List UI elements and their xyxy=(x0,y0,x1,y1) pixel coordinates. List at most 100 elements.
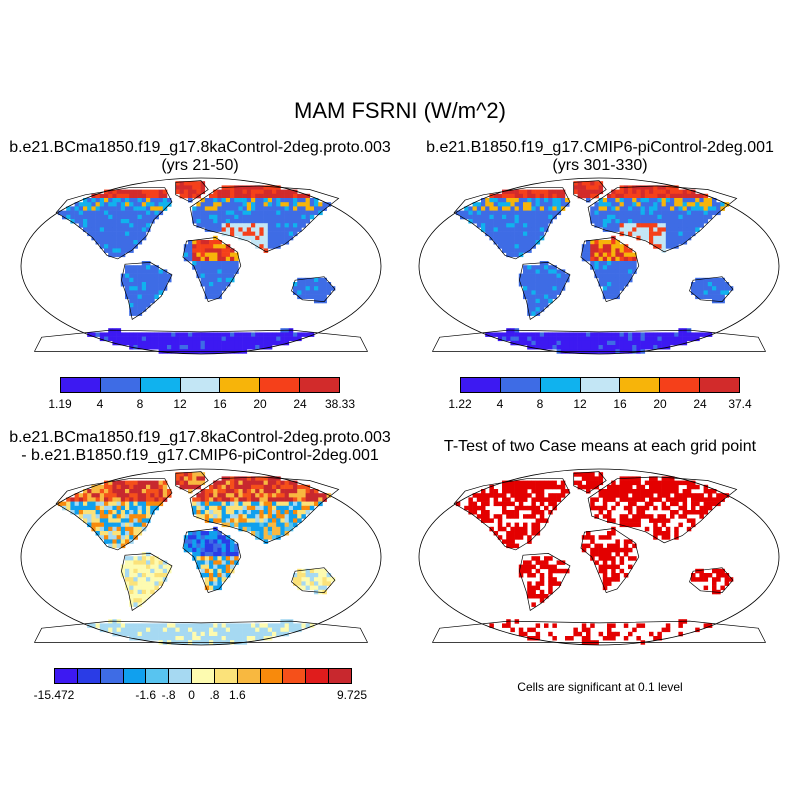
grid-cell xyxy=(238,501,243,507)
grid-cell xyxy=(674,340,679,346)
grid-cell xyxy=(674,189,679,195)
grid-cell xyxy=(611,202,616,207)
grid-cell xyxy=(653,531,658,536)
grid-cell xyxy=(527,585,532,591)
grid-cell xyxy=(497,193,503,199)
grid-cell xyxy=(272,510,277,515)
grid-cell xyxy=(242,636,248,641)
grid-cell xyxy=(510,210,515,216)
grid-cell xyxy=(481,518,486,523)
grid-cell xyxy=(234,185,239,190)
grid-cell xyxy=(640,484,646,490)
grid-cell xyxy=(104,493,109,498)
grid-cell xyxy=(234,518,239,523)
grid-cell xyxy=(712,577,717,582)
grid-cell xyxy=(137,273,143,279)
grid-cell xyxy=(192,256,197,262)
grid-cell xyxy=(272,240,277,245)
grid-cell xyxy=(209,497,214,502)
grid-cell xyxy=(485,219,490,224)
grid-cell xyxy=(619,568,625,574)
grid-cell xyxy=(481,227,486,232)
grid-cell xyxy=(506,252,511,258)
grid-cell xyxy=(120,277,126,283)
grid-cell xyxy=(234,193,239,199)
grid-cell xyxy=(510,535,515,540)
grid-cell xyxy=(87,510,92,515)
grid-cell xyxy=(674,493,679,498)
grid-cell xyxy=(112,252,117,258)
grid-cell xyxy=(213,568,218,574)
grid-cell xyxy=(523,505,528,511)
grid-cell xyxy=(602,214,608,220)
grid-cell xyxy=(57,501,63,507)
grid-cell xyxy=(293,332,298,337)
grid-cell xyxy=(276,244,281,249)
grid-cell xyxy=(125,340,130,346)
grid-cell xyxy=(255,210,260,216)
grid-cell xyxy=(213,539,218,544)
grid-cell xyxy=(518,568,524,574)
grid-cell xyxy=(263,514,269,519)
grid-cell xyxy=(83,227,88,232)
grid-cell xyxy=(209,484,214,490)
grid-cell xyxy=(297,282,302,287)
grid-cell xyxy=(497,514,503,519)
grid-cell xyxy=(200,336,206,342)
grid-cell xyxy=(602,210,608,216)
grid-cell xyxy=(318,286,323,291)
grid-cell xyxy=(83,214,88,220)
grid-cell xyxy=(712,585,717,591)
grid-cell xyxy=(154,501,159,507)
grid-cell xyxy=(280,202,285,207)
grid-cell xyxy=(527,240,532,245)
grid-cell xyxy=(99,493,105,498)
grid-cell xyxy=(196,252,201,258)
grid-cell xyxy=(619,286,625,291)
grid-cell xyxy=(196,552,201,557)
grid-cell xyxy=(506,535,511,540)
grid-cell xyxy=(649,332,654,337)
grid-cell xyxy=(276,535,281,540)
grid-cell xyxy=(594,332,599,337)
grid-cell xyxy=(83,206,88,211)
grid-cell xyxy=(66,206,71,211)
grid-cell xyxy=(146,298,151,304)
grid-cell xyxy=(129,627,134,633)
grid-cell xyxy=(272,623,277,628)
grid-cell xyxy=(213,290,218,295)
grid-cell xyxy=(686,193,692,199)
grid-cell xyxy=(108,223,113,228)
grid-cell xyxy=(531,240,536,245)
grid-cell xyxy=(242,231,248,237)
grid-cell xyxy=(221,501,227,507)
grid-cell xyxy=(217,223,222,228)
grid-cell xyxy=(615,277,620,283)
grid-cell xyxy=(209,210,214,216)
grid-cell xyxy=(99,489,105,494)
grid-cell xyxy=(293,286,298,291)
grid-cell xyxy=(221,631,227,637)
grid-cell xyxy=(280,223,285,228)
grid-cell xyxy=(204,261,210,266)
grid-cell xyxy=(263,202,269,207)
grid-cell xyxy=(619,256,625,262)
grid-cell xyxy=(129,282,134,287)
grid-cell xyxy=(141,206,147,211)
grid-cell xyxy=(615,189,620,195)
grid-cell xyxy=(686,227,692,232)
grid-cell xyxy=(230,265,235,270)
grid-cell xyxy=(146,223,151,228)
grid-cell xyxy=(330,286,336,291)
grid-cell xyxy=(104,214,109,220)
grid-cell xyxy=(129,581,134,586)
grid-cell xyxy=(234,340,239,346)
grid-cell xyxy=(104,510,109,515)
grid-cell xyxy=(544,345,549,350)
grid-cell xyxy=(619,244,625,249)
grid-cell xyxy=(657,514,662,519)
grid-cell xyxy=(670,244,675,249)
grid-cell xyxy=(623,265,629,270)
grid-cell xyxy=(297,627,302,633)
grid-cell xyxy=(712,294,717,300)
